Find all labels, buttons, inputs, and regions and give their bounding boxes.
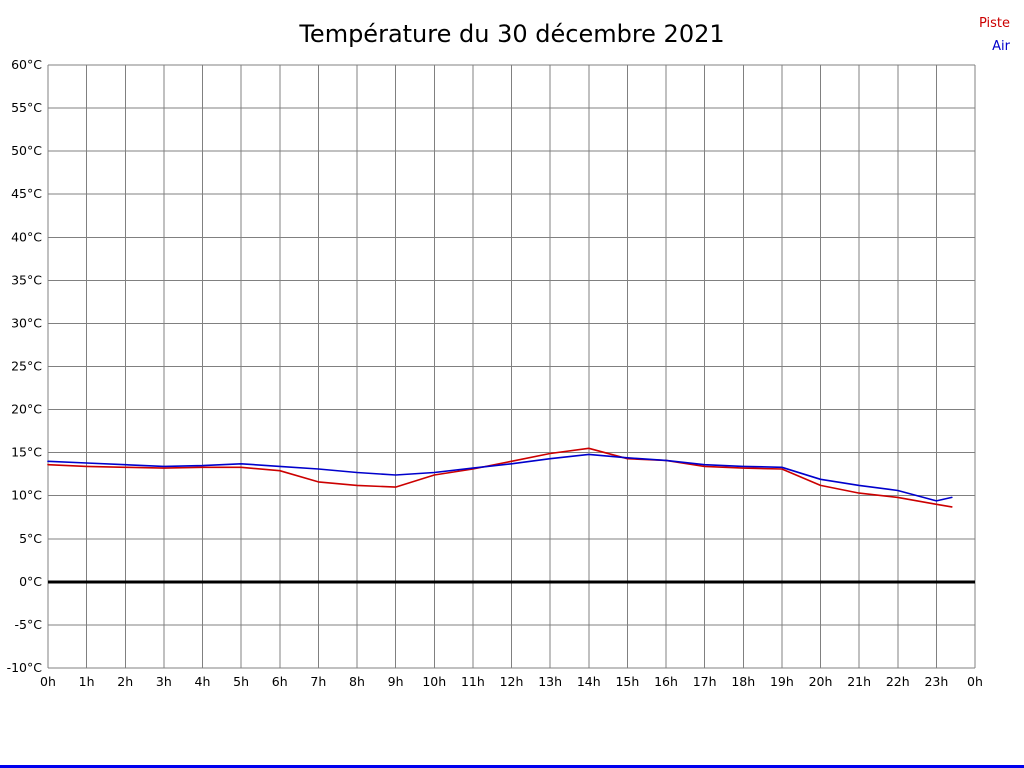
x-tick-label: 7h bbox=[310, 674, 326, 689]
x-tick-label: 23h bbox=[924, 674, 948, 689]
x-tick-label: 0h bbox=[40, 674, 56, 689]
y-tick-label: 55°C bbox=[11, 100, 42, 115]
x-tick-label: 9h bbox=[388, 674, 404, 689]
x-tick-label: 1h bbox=[79, 674, 95, 689]
y-tick-label: 40°C bbox=[11, 229, 42, 244]
x-tick-label: 4h bbox=[195, 674, 211, 689]
x-tick-label: 12h bbox=[500, 674, 524, 689]
x-tick-label: 3h bbox=[156, 674, 172, 689]
x-tick-label: 8h bbox=[349, 674, 365, 689]
x-tick-label: 0h bbox=[967, 674, 983, 689]
x-tick-label: 14h bbox=[577, 674, 601, 689]
x-tick-label: 19h bbox=[770, 674, 794, 689]
x-tick-label: 10h bbox=[422, 674, 446, 689]
chart-legend: Piste Air bbox=[979, 12, 1010, 58]
x-tick-label: 2h bbox=[117, 674, 133, 689]
x-tick-label: 20h bbox=[809, 674, 833, 689]
series-line-air bbox=[47, 453, 953, 502]
y-tick-label: 10°C bbox=[11, 488, 42, 503]
y-tick-label: 35°C bbox=[11, 272, 42, 287]
y-tick-label: 25°C bbox=[11, 359, 42, 374]
y-tick-label: 15°C bbox=[11, 445, 42, 460]
y-tick-label: 50°C bbox=[11, 143, 42, 158]
y-tick-label: 30°C bbox=[11, 315, 42, 330]
y-tick-label: -5°C bbox=[15, 617, 43, 632]
y-tick-label: 45°C bbox=[11, 186, 42, 201]
y-tick-label: -10°C bbox=[7, 660, 43, 675]
x-tick-label: 21h bbox=[847, 674, 871, 689]
x-tick-label: 18h bbox=[731, 674, 755, 689]
legend-entry-air: Air bbox=[992, 39, 1010, 54]
y-tick-label: 60°C bbox=[11, 57, 42, 72]
series-line-piste bbox=[47, 447, 953, 508]
bottom-border bbox=[0, 765, 1024, 768]
legend-entry-piste: Piste bbox=[978, 16, 1010, 31]
x-tick-label: 5h bbox=[233, 674, 249, 689]
x-tick-label: 13h bbox=[538, 674, 562, 689]
x-tick-label: 22h bbox=[886, 674, 910, 689]
x-tick-label: 11h bbox=[461, 674, 485, 689]
x-tick-label: 16h bbox=[654, 674, 678, 689]
y-tick-label: 20°C bbox=[11, 402, 42, 417]
x-tick-label: 17h bbox=[693, 674, 717, 689]
x-tick-label: 15h bbox=[615, 674, 639, 689]
chart-title: Température du 30 décembre 2021 bbox=[299, 20, 725, 48]
y-tick-label: 5°C bbox=[19, 531, 42, 546]
x-tick-label: 6h bbox=[272, 674, 288, 689]
y-tick-label: 0°C bbox=[19, 574, 42, 589]
